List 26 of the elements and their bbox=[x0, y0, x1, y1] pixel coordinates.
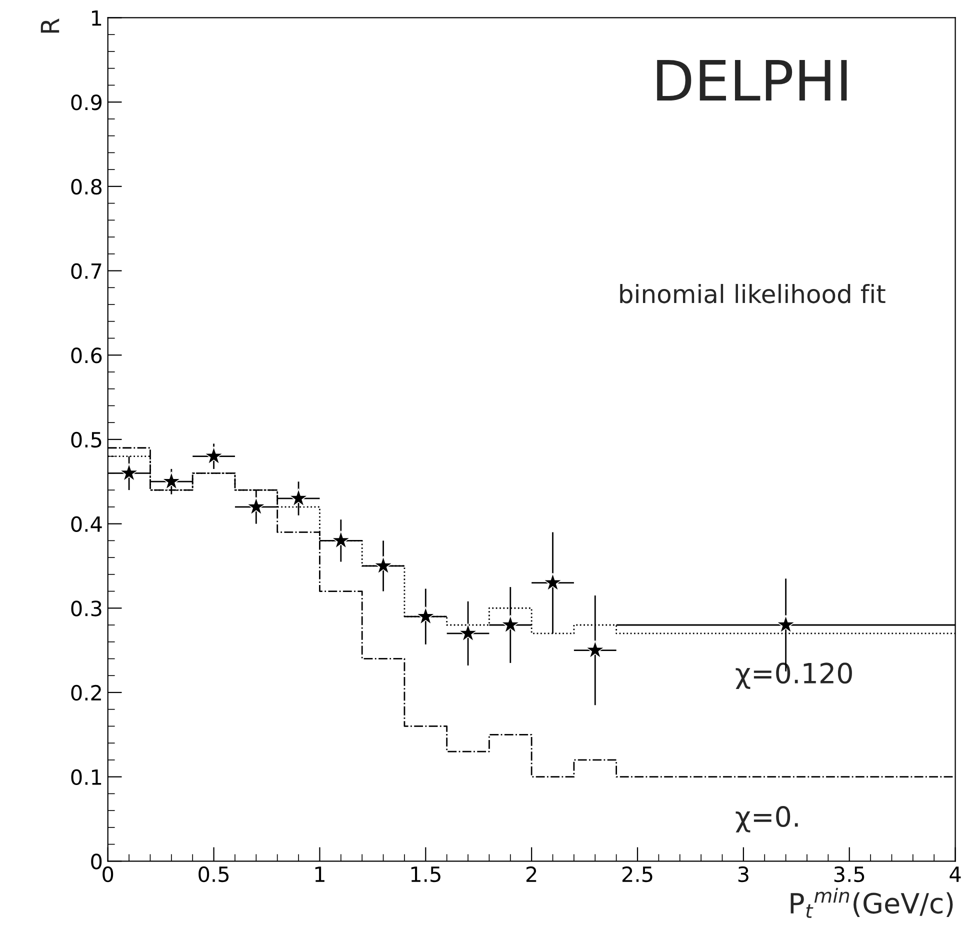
x-tick-label: 3 bbox=[738, 866, 748, 882]
y-tick-label: 0.7 bbox=[71, 263, 102, 279]
x-tick-label: 0 bbox=[102, 866, 114, 882]
x-axis-title: P$_{t}$$^{min}$(GeV/c) bbox=[790, 888, 953, 918]
y-tick-label: 0.2 bbox=[71, 684, 101, 701]
x-tick-label: 2 bbox=[526, 866, 536, 882]
y-tick-label: 0.8 bbox=[71, 178, 102, 195]
x-tick-label: 0.5 bbox=[198, 866, 229, 882]
y-tick-label: 0 bbox=[91, 854, 102, 870]
series-label: χ=0.120 bbox=[736, 662, 852, 690]
y-tick-label: 0.4 bbox=[71, 516, 102, 532]
x-tick-label: 1 bbox=[315, 866, 324, 882]
y-tick-label: 0.9 bbox=[71, 94, 102, 110]
y-tick-label: 0.3 bbox=[71, 600, 102, 616]
y-axis-title: R bbox=[40, 18, 60, 33]
x-tick-label: 2.5 bbox=[622, 866, 652, 882]
series-label: χ=0. bbox=[736, 806, 798, 832]
x-tick-label: 4 bbox=[950, 866, 961, 882]
x-tick-label: 1.5 bbox=[411, 866, 440, 882]
y-tick-label: 0.6 bbox=[71, 348, 102, 364]
annotation: binomial likelihood fit bbox=[620, 284, 886, 304]
y-tick-label: 0.5 bbox=[71, 432, 102, 448]
annotation: DELPHI bbox=[657, 60, 847, 101]
x-tick-label: 3.5 bbox=[834, 866, 864, 882]
y-tick-label: 1 bbox=[92, 10, 102, 26]
y-tick-label: 0.1 bbox=[71, 769, 102, 786]
